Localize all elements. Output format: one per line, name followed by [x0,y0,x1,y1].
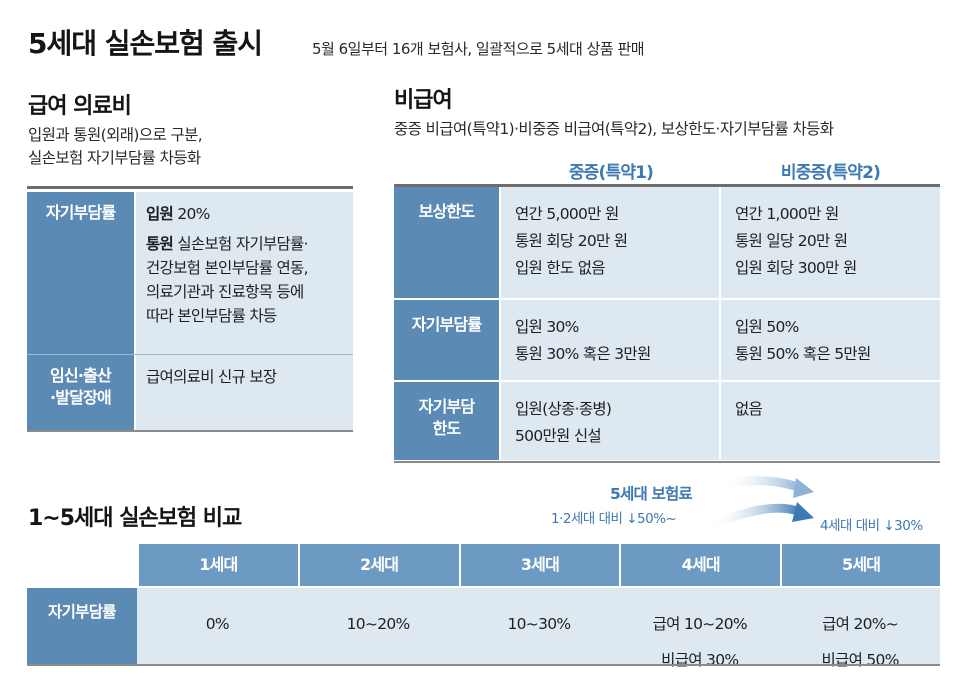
compare-title: 1~5세대 실손보험 비교 [28,506,242,531]
right-top-rule [394,184,940,187]
cell-line: 입원 20% [146,205,210,223]
left-row-cell: 입원 20% 통원 실손보험 자기부담률· 건강보험 본인부담률 연동, 의료기… [136,192,353,354]
left-top-rule [27,186,353,189]
right-table-row: 보상한도 연간 5,000만 원 통원 회당 20만 원 입원 한도 없음 연간 1… [394,187,940,300]
compare-col-5: 5세대 [782,544,941,586]
right-section-title: 비급여 [394,88,453,113]
cell-line: 따라 본인부담률 차등 [146,307,277,325]
compare-bottom-rule [27,664,940,666]
page-title: 5세대 실손보험 출시 [28,27,263,60]
right-row-cell: 입원 30% 통원 30% 혹은 3만원 [501,300,719,380]
cell-line: 의료기관과 진료항목 등에 [146,283,304,301]
left-table-row: 임신·출산 ·발달장애 급여의료비 신규 보장 [27,355,353,430]
compare-col-4: 4세대 [621,544,781,586]
col-head-nonsevere: 비중증(특약2) [780,163,881,183]
compare-col-3: 3세대 [460,544,620,586]
right-row-cell: 없음 [721,382,940,460]
left-row-head: 자기부담률 [27,192,134,354]
right-table-row: 자기부담률 입원 30% 통원 30% 혹은 3만원 입원 50% 통원 50% 혹… [394,300,940,382]
right-bottom-rule [394,461,940,463]
compare-row-head: 자기부담률 [27,588,137,666]
compare-cell: 10~30% [507,615,571,633]
cell-line: 건강보험 본인부담률 연동, [146,259,309,277]
col-head-severe: 중증(특약1) [568,163,654,183]
left-table: 자기부담률 입원 20% 통원 실손보험 자기부담률· 건강보험 본인부담률 연… [27,192,353,430]
compare-cell: 급여 10~20% 비급여 30% [652,615,748,669]
arrow-lower [708,503,802,531]
right-row-cell: 입원(상종·종병) 500만원 신설 [501,382,719,460]
right-section-desc: 중증 비급여(특약1)·비중증 비급여(특약2), 보상한도·자기부담률 차등화 [394,120,834,138]
right-row-cell: 연간 1,000만 원 통원 일당 20만 원 입원 회당 300만 원 [721,187,940,298]
compare-header-row: 1세대 2세대 3세대 4세대 5세대 [27,544,941,586]
left-desc-line: 실손보험 자기부담률 차등화 [28,149,201,167]
right-row-head: 자기부담률 [394,300,499,380]
right-row-cell: 입원 50% 통원 50% 혹은 5만원 [721,300,940,380]
left-desc-line: 입원과 통원(외래)으로 구분, [28,126,203,144]
premium-vs-4: 4세대 대비 ↓30% [820,518,923,534]
left-bottom-rule [27,430,353,432]
left-section-desc: 입원과 통원(외래)으로 구분, 실손보험 자기부담률 차등화 [28,124,203,170]
compare-col-1: 1세대 [138,544,298,586]
left-section-title: 급여 의료비 [28,94,132,119]
page-subtitle: 5월 6일부터 16개 보험사, 일괄적으로 5세대 상품 판매 [312,40,645,58]
compare-table: 1세대 2세대 3세대 4세대 5세대 자기부담률 0% 10~20% 10~3… [27,544,941,669]
compare-cell: 10~20% [346,615,411,633]
premium-vs-12: 1·2세대 대비 ↓50%~ [551,511,677,527]
compare-body-row: 자기부담률 0% 10~20% 10~30% 급여 10~20% 비급여 30% … [27,588,940,669]
left-row-head: 임신·출산 ·발달장애 [27,355,134,430]
arrow-upper-head [793,478,814,498]
cell-line: 통원 실손보험 자기부담률· [146,235,309,253]
left-table-row: 자기부담률 입원 20% 통원 실손보험 자기부담률· 건강보험 본인부담률 연… [27,192,353,355]
right-table-row: 자기부담 한도 입원(상종·종병) 500만원 신설 없음 [394,382,940,460]
arrow-lower-head [792,502,814,522]
right-table: 보상한도 연간 5,000만 원 통원 회당 20만 원 입원 한도 없음 연간 1… [394,187,940,460]
compare-header-blank [27,544,137,586]
compare-cell: 0% [205,615,230,633]
left-row-cell: 급여의료비 신규 보장 [136,355,353,430]
right-row-head: 자기부담 한도 [394,382,499,460]
right-row-cell: 연간 5,000만 원 통원 회당 20만 원 입원 한도 없음 [501,187,719,298]
compare-col-2: 2세대 [299,544,459,586]
compare-cell: 급여 20%~ 비급여 50% [821,615,899,669]
arrow-upper [719,476,802,493]
right-row-head: 보상한도 [394,187,499,298]
premium-label: 5세대 보험료 [610,485,693,503]
premium-arrows [708,476,814,531]
